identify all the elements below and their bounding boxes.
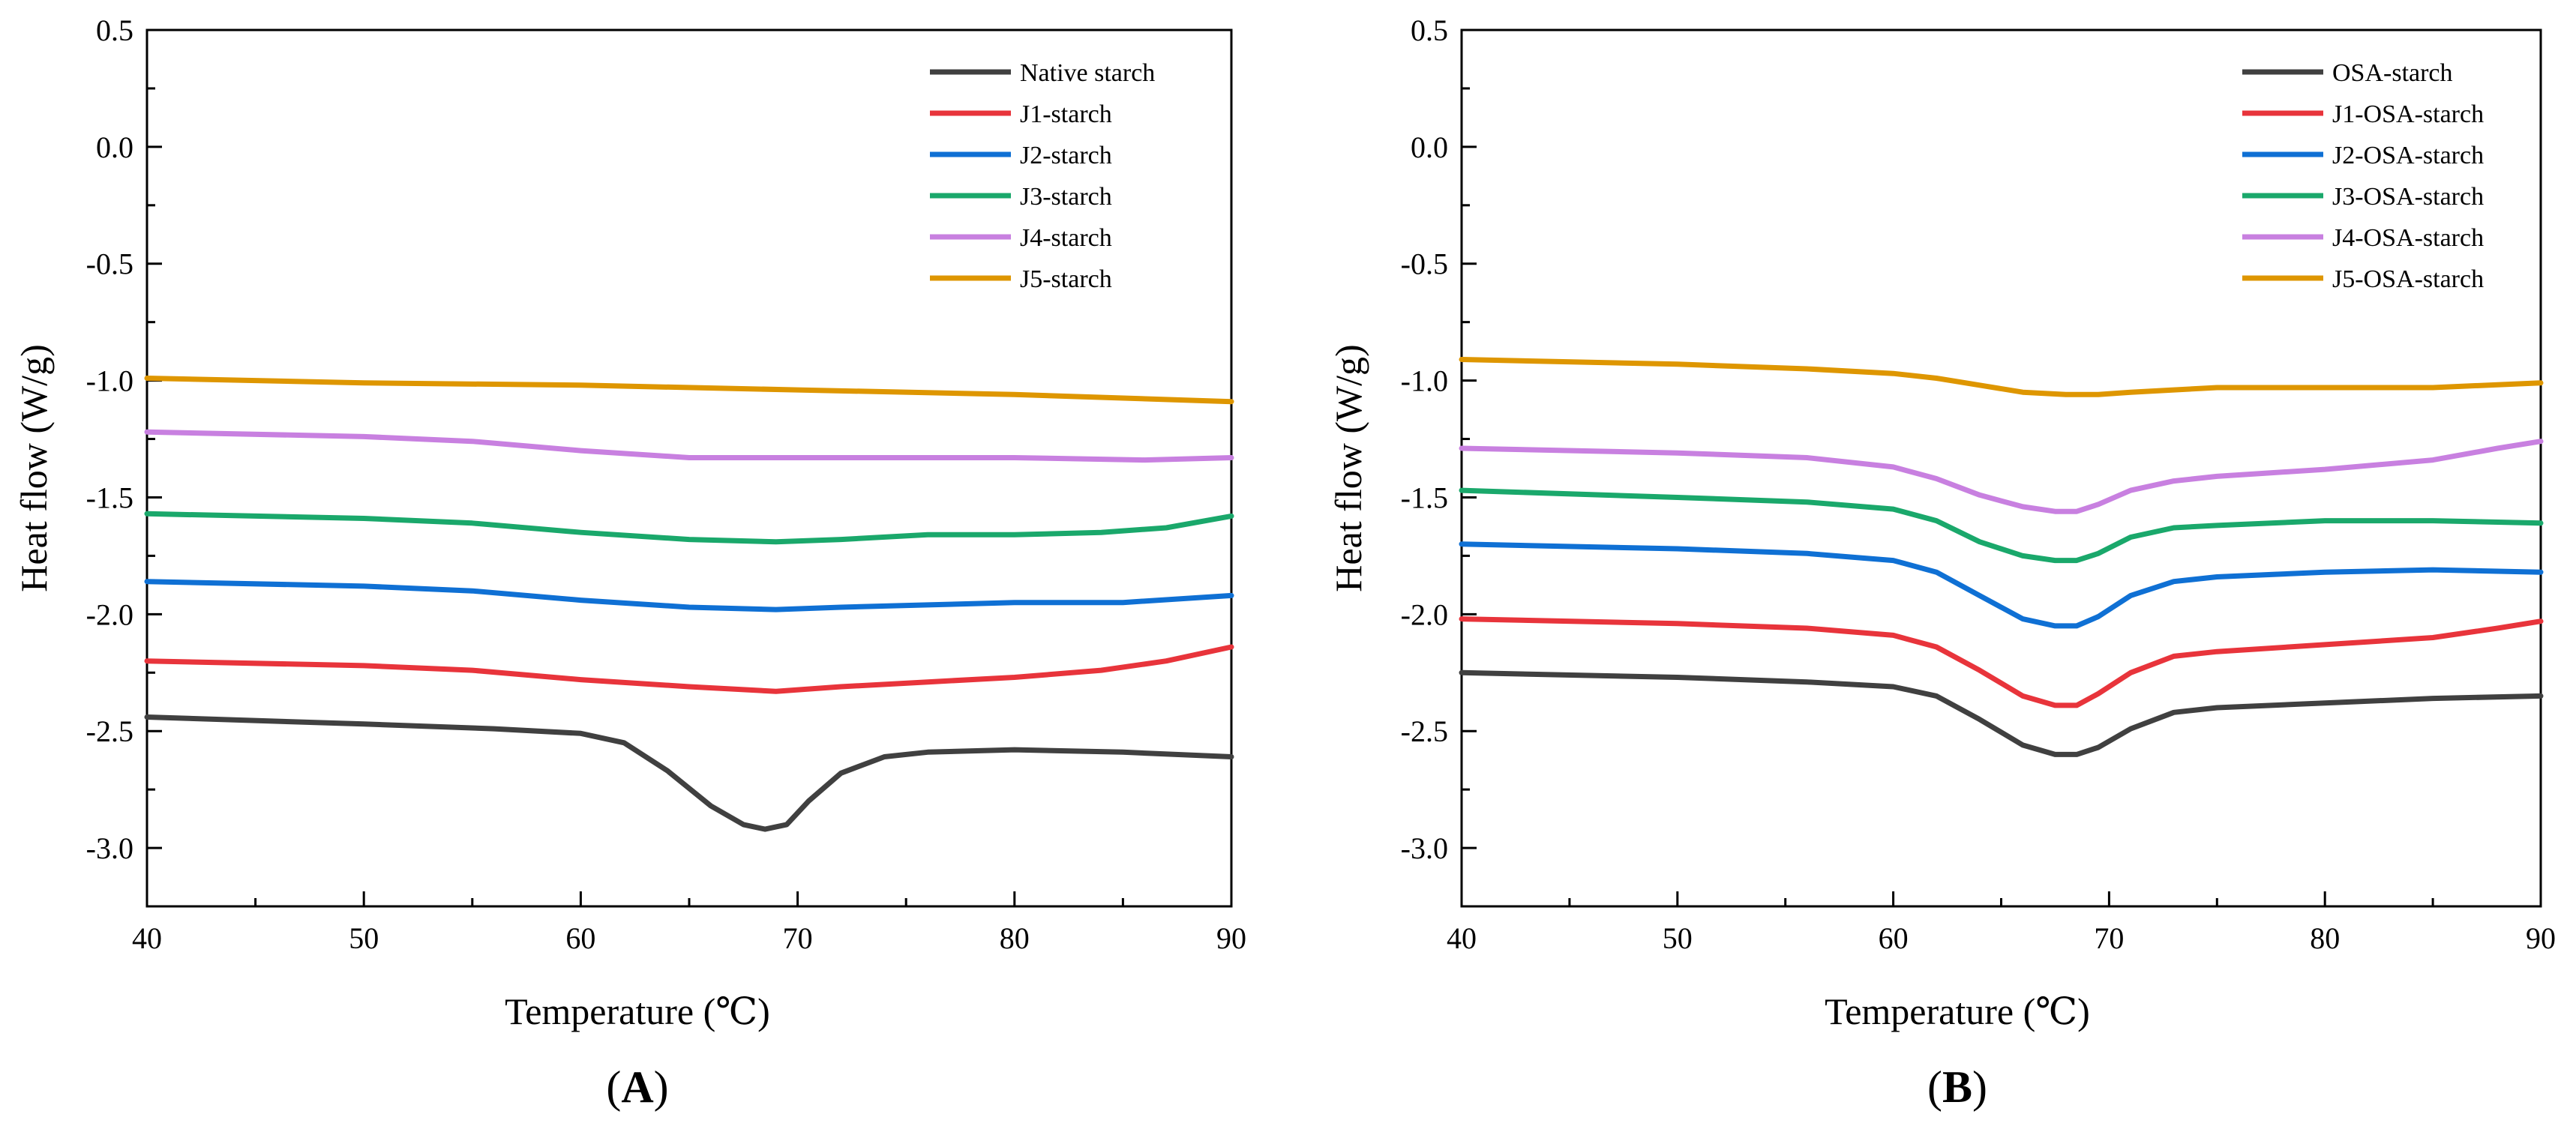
y-tick-label: -1.0 [1401,364,1448,398]
y-tick-label: -2.5 [1401,714,1448,748]
chart-a: 40 50 60 70 80 90 0.5 0.0 -0.5 -1.0 -1.5 -2.0 -2.5 -3… [13,13,1246,1112]
x-tick-label: 60 [1879,921,1909,955]
series-line-native-starch [144,714,1234,832]
series-line-j1-starch [144,644,1234,694]
panel-label: (B) [1927,1062,1987,1112]
series-line-j2-osa-starch [1459,541,2544,629]
chart-b: 40 50 60 70 80 90 0.5 0.0 -0.5 -1.0 -1.5 -2.0 -2.5 -3… [1327,13,2556,1112]
series-line-j4-starch [144,429,1234,463]
panel-label: (A) [606,1062,668,1112]
legend-label: J1-OSA-starch [2332,100,2484,128]
y-tick-label: 0.0 [96,130,133,164]
y-axis-title: Heat flow (W/g) [13,344,55,591]
y-tick-label: -0.5 [1401,247,1448,281]
series-line-j3-starch [144,511,1234,545]
legend-label: J3-starch [1020,183,1112,211]
y-tick-label: -1.0 [86,364,133,398]
series-line-j5-osa-starch [1459,357,2544,397]
x-tick-label: 70 [783,921,813,955]
y-tick-label: -2.0 [1401,597,1448,631]
x-tick-label: 70 [2094,921,2124,955]
y-tick-label: -2.0 [86,597,133,631]
series-line-j1-osa-starch [1459,616,2544,708]
y-tick-label: -0.5 [86,247,133,281]
y-tick-label: -1.5 [86,481,133,514]
legend-label: J2-OSA-starch [2332,142,2484,169]
x-tick-label: 90 [1216,921,1246,955]
y-tick-label: 0.5 [1411,13,1448,47]
legend-label: J5-OSA-starch [2332,265,2484,293]
x-tick-label: 40 [132,921,162,955]
y-tick-label: 0.0 [1411,130,1448,164]
series-line-j3-osa-starch [1459,487,2544,564]
y-axis-title: Heat flow (W/g) [1327,344,1369,591]
legend-label: J2-starch [1020,142,1112,169]
x-tick-label: 80 [1000,921,1030,955]
series-line-j4-osa-starch [1459,439,2544,514]
x-tick-label: 80 [2310,921,2340,955]
legend-label: J4-starch [1020,224,1112,252]
series-line-osa-starch [1459,669,2544,757]
legend-label: J5-starch [1020,265,1112,293]
legend-label: Native starch [1020,59,1155,87]
x-tick-label: 50 [349,921,379,955]
y-tick-label: 0.5 [96,13,133,47]
legend-label: J1-starch [1020,100,1112,128]
x-tick-label: 60 [565,921,595,955]
x-tick-label: 50 [1663,921,1693,955]
x-axis-title: Temperature (℃) [505,990,770,1032]
x-tick-label: 90 [2526,921,2556,955]
series-line-j5-starch [144,376,1234,405]
legend-label: OSA-starch [2332,59,2453,87]
y-tick-label: -3.0 [1401,831,1448,865]
legend-label: J3-OSA-starch [2332,183,2484,211]
legend-label: J4-OSA-starch [2332,224,2484,252]
y-tick-label: -3.0 [86,831,133,865]
y-tick-label: -2.5 [86,714,133,748]
series-line-j2-starch [144,579,1234,612]
x-tick-label: 40 [1447,921,1477,955]
x-axis-title: Temperature (℃) [1825,990,2090,1032]
y-tick-label: -1.5 [1401,481,1448,514]
